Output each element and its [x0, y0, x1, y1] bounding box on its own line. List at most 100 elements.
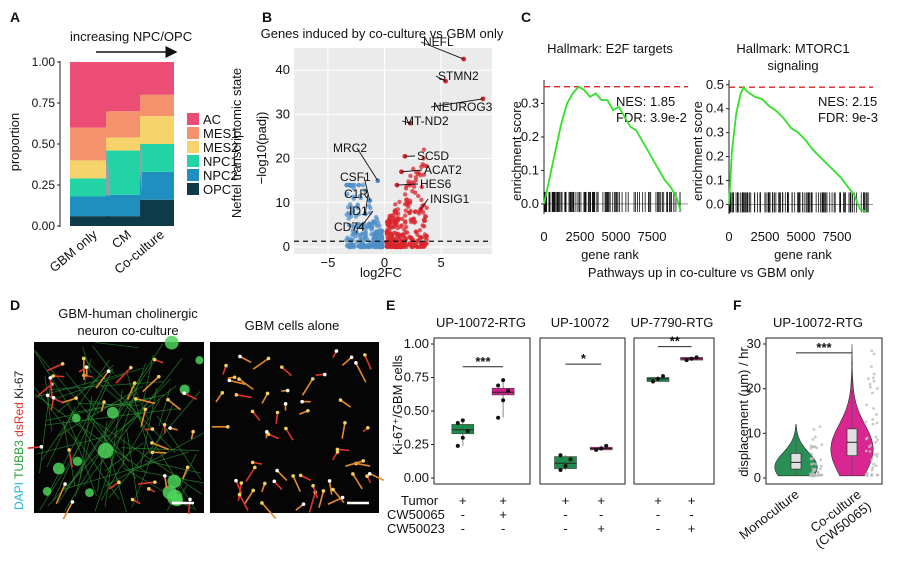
volcano-point-up	[411, 184, 417, 189]
gsea-xtick-label: 0	[540, 229, 547, 244]
volcano-point-up	[395, 207, 401, 212]
gbm-cell-nucleus	[51, 374, 55, 378]
violin-box	[790, 453, 802, 470]
gbm-cell-nucleus	[363, 353, 367, 357]
volcano-point-up	[423, 214, 428, 219]
gbm-cell-nucleus	[321, 489, 326, 493]
data-point	[594, 447, 599, 452]
jitter-point	[864, 449, 868, 453]
panel-b-xlabel: log2FC	[360, 265, 402, 280]
volcano-point-up	[415, 238, 421, 243]
volcano-point-up	[404, 244, 409, 250]
gbm-cell-nucleus	[39, 445, 44, 449]
volcano-point-up	[419, 164, 424, 170]
panel-e-frame	[633, 337, 715, 485]
jitter-point	[875, 413, 878, 416]
gbm-cell-nucleus	[150, 450, 155, 455]
neurite-fiber	[75, 421, 95, 497]
gbm-cell-process	[164, 475, 168, 489]
neurite-fiber	[100, 398, 161, 501]
gbm-cell-nucleus	[300, 399, 304, 404]
panel-b-ytick-label: 10	[276, 195, 290, 210]
panel-c-left-nes: NES: 1.85	[616, 94, 675, 109]
gsea-ytick-label: 0.2	[521, 129, 539, 144]
panel-f-title: UP-10072-RTG	[773, 315, 863, 330]
condition-mark: -	[689, 507, 693, 522]
gbm-cell-nucleus	[239, 481, 244, 485]
gbm-cell-nucleus	[84, 365, 89, 369]
volcano-point-up	[384, 244, 390, 249]
gene-label-leader	[401, 120, 411, 124]
gene-label: NEUROG3	[433, 100, 493, 114]
volcano-point-down	[345, 235, 350, 240]
jitter-point	[875, 387, 879, 390]
gene-label-leader	[364, 193, 369, 214]
gbm-cell-nucleus	[150, 441, 154, 445]
panel-f-ytick-label: 30	[747, 336, 761, 351]
neurite-fiber	[46, 368, 114, 497]
gsea-ytick-label: 0.3	[521, 95, 539, 110]
jitter-point	[872, 352, 876, 356]
significance-stars: *	[581, 351, 587, 366]
jitter-point	[810, 452, 814, 456]
volcano-point-down	[377, 227, 383, 233]
gbm-cell-nucleus	[225, 424, 230, 429]
gbm-cell-process	[62, 501, 74, 520]
panel-c-left-title: Hallmark: E2F targets	[547, 41, 673, 56]
panel-f-ylabel: displacement (μm) / hr	[736, 347, 751, 477]
gbm-cell-nucleus	[340, 495, 345, 500]
panel-c-right-xlabel: gene rank	[774, 247, 832, 262]
gbm-cell-nucleus	[338, 398, 343, 402]
gsea-xtick-label: 2500	[566, 229, 595, 244]
panel-e: E UP-10072-RTG UP-10072 UP-7790-RTG Ki-6…	[386, 297, 715, 536]
neuron-cluster	[97, 442, 114, 459]
volcano-point-up	[385, 222, 391, 228]
gsea-ytick-label: 0.5	[706, 77, 724, 92]
box-body	[491, 387, 515, 396]
gbm-cell-nucleus	[237, 492, 242, 497]
data-point	[558, 453, 563, 458]
volcano-point-up	[407, 210, 412, 215]
volcano-point-up	[421, 224, 427, 229]
gbm-cell-nucleus	[102, 400, 106, 404]
volcano-point-up	[385, 235, 390, 240]
panel-a-ytick-label: 0.00	[32, 219, 56, 233]
gsea-ytick-label: 0.1	[521, 162, 539, 177]
enrichment-curve	[728, 85, 867, 213]
jitter-point	[866, 377, 870, 381]
gbm-cell-nucleus	[150, 427, 155, 431]
jitter-point	[871, 376, 875, 380]
gene-label-leader	[435, 75, 446, 82]
volcano-point-down	[365, 237, 370, 242]
neurite-fiber	[56, 364, 115, 414]
labeled-gene-point	[375, 178, 381, 184]
jitter-point	[874, 440, 877, 444]
gbm-cell-nucleus	[48, 376, 53, 380]
volcano-point-up	[416, 170, 421, 176]
neurite-fiber	[131, 404, 174, 508]
gbm-cell-nucleus	[279, 365, 284, 369]
stacked-bar-segment	[140, 116, 174, 144]
condition-mark: -	[563, 521, 567, 536]
gbm-cell-nucleus	[323, 372, 327, 377]
legend-swatch	[187, 113, 199, 125]
jitter-point	[871, 422, 875, 426]
data-point	[684, 358, 689, 363]
panel-b-xtick-label: 0	[381, 255, 388, 270]
jitter-point	[870, 349, 874, 353]
gbm-cell-nucleus	[301, 502, 306, 506]
panel-c-gsea-plots: 0.0 0.1 0.2 0.3 0 2500 5000 7500 0.0 0.1 0.2 0.3 0.4…	[521, 77, 873, 244]
gbm-cell-nucleus	[335, 450, 340, 454]
gene-label: NEFL	[423, 35, 454, 49]
gbm-cell-process	[236, 394, 252, 399]
volcano-point-up	[395, 244, 400, 250]
panel-f-label: F	[733, 297, 742, 313]
stacked-bar-segment	[70, 160, 110, 179]
jitter-point	[870, 391, 874, 395]
gbm-cell-process	[345, 460, 364, 467]
stacked-bar-segment	[140, 199, 174, 226]
gbm-cell-nucleus	[227, 378, 232, 383]
volcano-point-down	[359, 237, 365, 242]
